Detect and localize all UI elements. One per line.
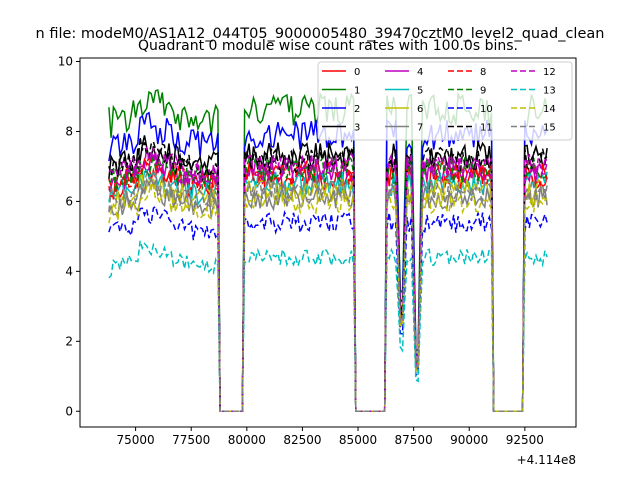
legend-label-module-9: 9: [480, 86, 486, 97]
x-tick-label: 87500: [395, 433, 433, 447]
legend-label-module-6: 6: [417, 104, 423, 115]
legend-label-module-3: 3: [354, 123, 360, 134]
legend-label-module-5: 5: [417, 86, 423, 97]
y-axis: 0 2 4 6 8 10: [58, 54, 80, 418]
figure-suptitle: n file: modeM0/AS1A12_044T05_9000005480_…: [36, 26, 605, 42]
chart-title: Quadrant 0 module wise count rates with …: [138, 38, 518, 54]
series-line-module-13: [108, 240, 548, 413]
legend-label-module-4: 4: [417, 67, 423, 78]
y-tick-label: 6: [65, 194, 73, 208]
x-axis: 75000 77500 80000 82500 85000 87500 90000 92500: [117, 427, 544, 447]
legend-label-module-8: 8: [480, 67, 486, 78]
legend-label-module-10: 10: [480, 104, 493, 115]
series-line-module-3: [108, 135, 548, 413]
x-tick-label: 77500: [172, 433, 210, 447]
series-line-module-14: [108, 182, 548, 413]
series-line-module-2: [108, 111, 548, 413]
plot-area-frame: [79, 57, 577, 428]
x-tick-label: 85000: [339, 433, 377, 447]
legend-label-module-7: 7: [417, 123, 423, 134]
legend-box: [317, 61, 573, 141]
series-layer: [108, 89, 548, 413]
legend-label-module-13: 13: [543, 86, 556, 97]
x-tick-label: 82500: [283, 433, 321, 447]
y-tick-label: 10: [58, 54, 73, 68]
y-tick-label: 2: [65, 334, 73, 348]
legend-label-module-2: 2: [354, 104, 360, 115]
x-axis-offset-label: +4.114e8: [517, 453, 576, 467]
y-tick-label: 8: [65, 124, 73, 138]
y-tick-label: 0: [65, 404, 73, 418]
legend-label-module-15: 15: [543, 123, 556, 134]
x-tick-label: 80000: [228, 433, 266, 447]
series-line-module-10: [108, 205, 548, 413]
x-tick-label: 92500: [506, 433, 544, 447]
legend-label-module-0: 0: [354, 67, 360, 78]
series-line-module-12: [108, 146, 548, 413]
series-line-module-15: [108, 170, 548, 413]
legend-label-module-14: 14: [543, 104, 556, 115]
legend-label-module-1: 1: [354, 86, 360, 97]
legend-label-module-11: 11: [480, 123, 493, 134]
x-tick-label: 90000: [450, 433, 488, 447]
legend-label-module-12: 12: [543, 67, 556, 78]
x-tick-label: 75000: [117, 433, 155, 447]
y-tick-label: 4: [65, 264, 73, 278]
